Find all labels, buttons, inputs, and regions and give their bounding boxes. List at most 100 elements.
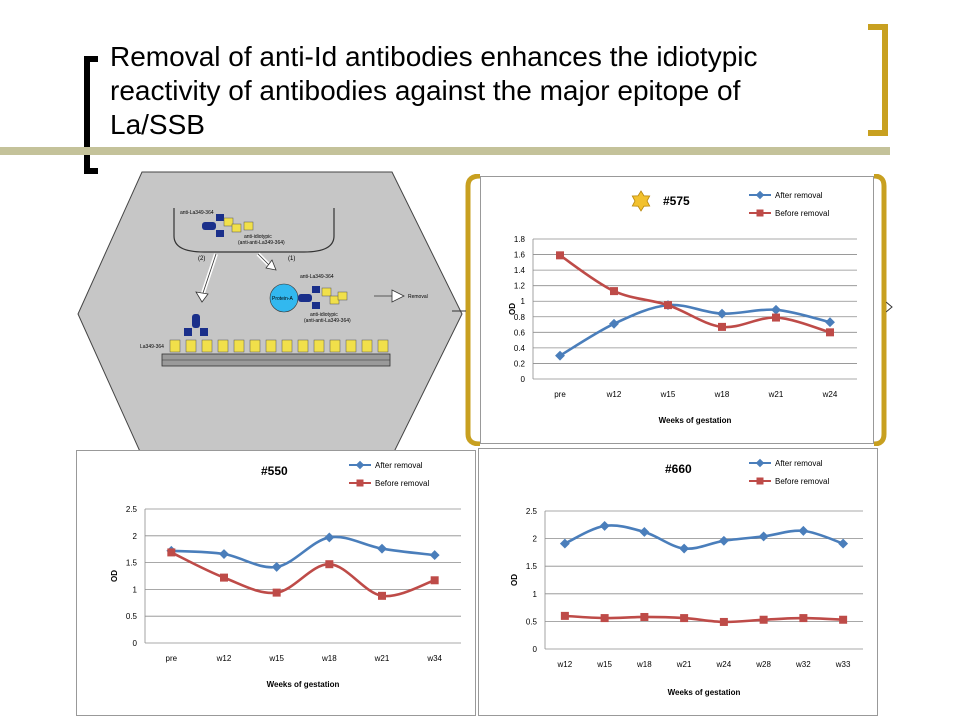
y-axis-label: OD bbox=[510, 574, 519, 586]
chart-575: 0 0.2 0.4 0.6 0.8 1 1.2 1.4 1.6 1.8 pre w12 w15 w18 w2… bbox=[508, 190, 857, 425]
data-point-after bbox=[639, 527, 650, 537]
data-point-after bbox=[758, 531, 769, 542]
title-rule bbox=[0, 147, 890, 155]
y-tick-label: 2 bbox=[133, 532, 138, 541]
data-point-after bbox=[271, 561, 282, 572]
data-point-before bbox=[220, 573, 228, 582]
y-tick-label: 0.4 bbox=[514, 344, 526, 353]
data-point-before bbox=[325, 560, 334, 569]
plate-antibody-icon bbox=[184, 314, 208, 336]
y-tick-label: 1.2 bbox=[514, 282, 526, 291]
step-1-label: (1) bbox=[288, 256, 295, 262]
y-tick-label: 1 bbox=[521, 297, 526, 306]
bracket-pointer-right bbox=[886, 301, 893, 313]
data-point-after bbox=[798, 525, 809, 536]
legend-marker bbox=[755, 458, 765, 468]
chart-550: 0 0.5 1 1.5 2 2.5 pre w12 w15 w18 w21 w34 Weeks of g… bbox=[110, 460, 461, 689]
data-point-after bbox=[838, 538, 849, 549]
legend-label: Before removal bbox=[775, 477, 829, 486]
y-tick-label: 2 bbox=[533, 535, 538, 544]
legend-marker bbox=[756, 209, 764, 217]
x-tick-label: w21 bbox=[676, 660, 692, 669]
plate-wells bbox=[169, 339, 389, 353]
anti-idiotypic-top-label: anti-idiotypic bbox=[244, 234, 272, 240]
data-point-after bbox=[324, 532, 335, 543]
step-2-label: (2) bbox=[198, 256, 205, 262]
x-tick-label: w32 bbox=[795, 660, 811, 669]
x-tick-label: pre bbox=[166, 654, 178, 663]
y-tick-label: 0 bbox=[521, 375, 526, 384]
y-tick-label: 0.8 bbox=[514, 313, 526, 322]
legend-label: Before removal bbox=[775, 209, 829, 218]
data-point-after bbox=[771, 304, 781, 315]
x-tick-label: w21 bbox=[768, 390, 784, 399]
data-point-after bbox=[825, 317, 835, 328]
star-icon bbox=[631, 190, 651, 212]
legend-label: After removal bbox=[775, 191, 823, 200]
x-tick-label: w24 bbox=[822, 390, 838, 399]
data-point-before bbox=[167, 548, 176, 557]
data-point-before bbox=[772, 313, 780, 322]
y-tick-label: 1.5 bbox=[126, 559, 138, 568]
x-tick-label: w15 bbox=[660, 390, 676, 399]
x-tick-label: w15 bbox=[596, 660, 612, 669]
x-tick-label: w12 bbox=[216, 654, 232, 663]
y-tick-label: 0.5 bbox=[526, 617, 538, 626]
y-tick-label: 1.6 bbox=[514, 251, 526, 260]
beaker-outline bbox=[173, 208, 335, 253]
removal-diagram: anti-La349-364 anti-idiotypic (anti-anti… bbox=[77, 171, 463, 457]
data-point-before bbox=[600, 614, 609, 623]
left-bracket-decoration bbox=[84, 56, 98, 174]
x-axis-label: Weeks of gestation bbox=[668, 688, 741, 697]
removal-label: Removal bbox=[408, 294, 428, 300]
chart-panel-660: 0 0.5 1 1.5 2 2.5 w12 w15 w18 w21 w24 w28 w32 w33 Week… bbox=[478, 448, 878, 716]
y-axis-label: OD bbox=[110, 570, 119, 582]
data-point-after bbox=[559, 538, 570, 549]
data-point-before bbox=[826, 328, 834, 337]
x-tick-label: pre bbox=[554, 390, 566, 399]
legend-marker bbox=[355, 460, 365, 470]
data-point-after bbox=[718, 535, 729, 546]
bracket-pointer-left bbox=[452, 310, 466, 312]
data-point-after bbox=[219, 549, 229, 559]
y-tick-label: 1.8 bbox=[514, 235, 526, 244]
x-tick-label: w18 bbox=[636, 660, 652, 669]
y-tick-label: 0.6 bbox=[514, 328, 526, 337]
x-tick-label: w33 bbox=[835, 660, 851, 669]
y-tick-label: 1.4 bbox=[514, 266, 526, 275]
y-tick-label: 2.5 bbox=[526, 507, 538, 516]
data-point-before bbox=[799, 614, 808, 623]
plate-peptide-label: La349-364 bbox=[140, 344, 164, 350]
data-point-before bbox=[680, 614, 689, 623]
right-antibody-label: anti-La349-364 bbox=[300, 274, 334, 280]
x-axis-label: Weeks of gestation bbox=[659, 416, 732, 425]
chart-575-right-bracket bbox=[873, 174, 887, 446]
chart-title: #660 bbox=[665, 462, 692, 476]
data-point-before bbox=[378, 591, 386, 600]
y-axis-label: OD bbox=[508, 303, 517, 315]
x-tick-label: w18 bbox=[714, 390, 730, 399]
y-tick-label: 0 bbox=[133, 639, 138, 648]
data-point-before bbox=[556, 251, 564, 260]
data-point-before bbox=[839, 615, 848, 624]
hexagon-background bbox=[77, 171, 463, 457]
data-point-after bbox=[599, 520, 610, 531]
data-point-before bbox=[759, 615, 768, 624]
data-point-before bbox=[610, 287, 618, 296]
x-tick-label: w24 bbox=[716, 660, 732, 669]
antibody-pair-icon bbox=[202, 214, 254, 237]
legend-marker bbox=[356, 479, 364, 487]
legend-marker bbox=[755, 190, 765, 200]
y-tick-label: 1.5 bbox=[526, 562, 538, 571]
data-point-before bbox=[718, 322, 726, 331]
chart-660: 0 0.5 1 1.5 2 2.5 w12 w15 w18 w21 w24 w28 w32 w33 Week… bbox=[510, 458, 863, 697]
chart-title: #550 bbox=[261, 464, 288, 478]
data-point-before bbox=[640, 612, 649, 621]
chart-575-left-bracket bbox=[465, 174, 481, 446]
y-tick-label: 2.5 bbox=[126, 505, 138, 514]
data-point-after bbox=[717, 308, 727, 319]
data-point-before bbox=[560, 611, 569, 620]
data-point-after bbox=[609, 318, 619, 329]
chart-panel-575: 0 0.2 0.4 0.6 0.8 1 1.2 1.4 1.6 1.8 pre w12 w15 w18 w2… bbox=[480, 176, 874, 444]
y-tick-label: 0.2 bbox=[514, 359, 526, 368]
